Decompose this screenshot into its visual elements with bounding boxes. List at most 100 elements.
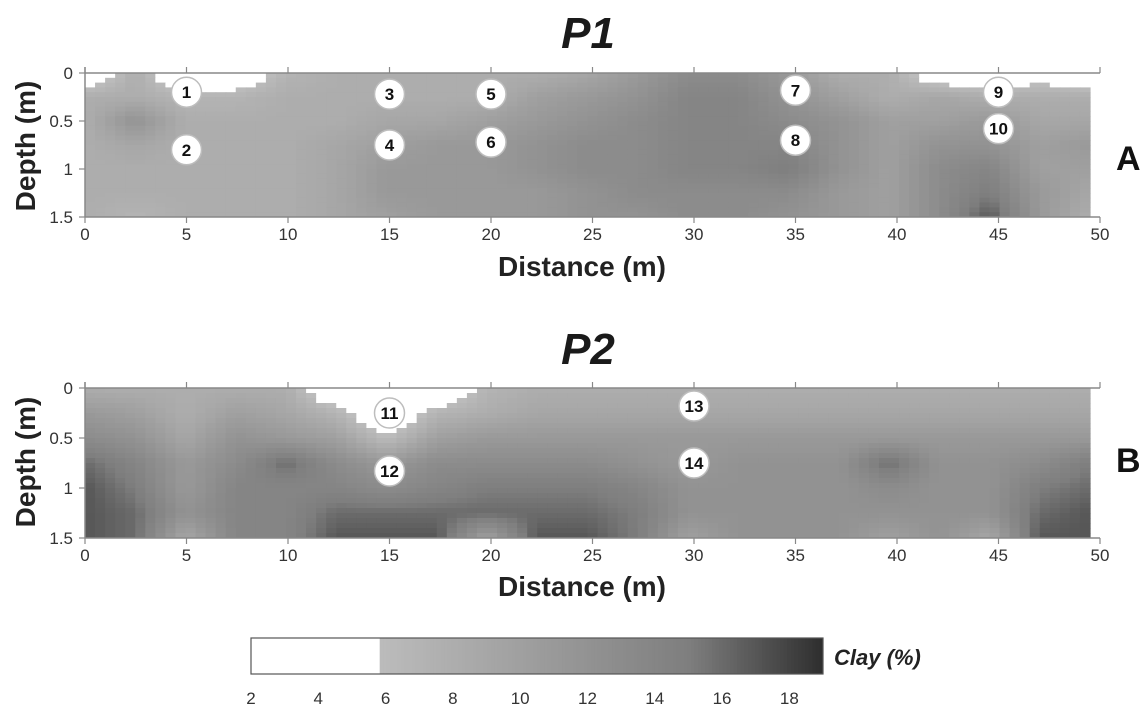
heatmap-cell [627,140,639,146]
heatmap-cell [899,478,910,484]
heatmap-cell [949,202,960,208]
heatmap-cell [617,418,629,424]
heatmap-cell [637,408,649,414]
sample-marker: 4 [373,129,406,161]
heatmap-cell [919,82,930,88]
heatmap-cell [205,473,217,479]
heatmap-cell [959,202,970,208]
heatmap-cell [939,403,950,409]
heatmap-cell [567,188,579,194]
heatmap-cell [708,97,719,103]
heatmap-cell [296,188,307,194]
heatmap-cell [899,92,910,98]
heatmap-cell [115,193,126,199]
heatmap-cell [1079,443,1091,449]
heatmap-cell [738,408,749,414]
heatmap-cell [205,164,217,170]
heatmap-cell [647,169,659,175]
heatmap-cell [567,438,579,444]
heatmap-cell [456,443,468,449]
heatmap-cell [999,418,1011,424]
heatmap-cell [778,207,790,213]
heatmap-cell [899,443,910,449]
heatmap-cell [507,101,518,108]
heatmap-cell [597,418,609,424]
heatmap-cell [919,130,930,136]
heatmap-cell [1039,408,1051,414]
heatmap-cell [868,140,880,146]
heatmap-cell [1079,97,1091,103]
heatmap-cell [677,438,689,444]
heatmap-cell [326,428,337,434]
heatmap-cell [245,164,257,170]
heatmap-cell [396,154,408,160]
heatmap-cell [617,173,629,180]
heatmap-cell [316,121,327,127]
heatmap-cell [909,77,920,84]
heatmap-cell [637,145,649,151]
heatmap-cell [587,403,599,409]
heatmap-cell [587,169,599,175]
heatmap-cell [868,388,880,394]
heatmap-cell [125,212,136,217]
heatmap-cell [255,111,267,117]
heatmap-cell [366,101,378,108]
heatmap-cell [698,121,709,127]
heatmap-cell [306,159,317,165]
heatmap-cell [657,145,669,151]
heatmap-cell [587,448,599,454]
heatmap-cell [1079,388,1091,394]
heatmap-cell [336,193,347,199]
heatmap-cell [1049,468,1061,474]
heatmap-cell [366,453,378,459]
heatmap-cell [919,207,930,213]
heatmap-cell [1049,77,1061,84]
heatmap-cell [698,438,709,444]
heatmap-cell [919,149,930,156]
heatmap-cell [818,164,830,170]
heatmap-cell [125,140,136,146]
heatmap-cell [1079,183,1091,189]
heatmap-cell [1069,125,1081,132]
heatmap-cell [406,92,418,98]
heatmap-cell [667,393,679,399]
heatmap-cell [698,169,709,175]
heatmap-cell [456,418,468,424]
heatmap-cell [316,173,327,180]
heatmap-cell [617,468,629,474]
heatmap-cell [275,463,287,469]
heatmap-cell [617,92,629,98]
heatmap-cell [346,443,357,449]
heatmap-cell [647,87,659,93]
heatmap-cell [758,178,769,184]
heatmap-cell [145,121,156,127]
heatmap-cell [316,140,327,146]
heatmap-cell [617,453,629,459]
heatmap-cell [1059,130,1071,136]
heatmap-cell [949,116,960,122]
heatmap-cell [456,178,468,184]
heatmap-cell [909,87,920,93]
heatmap-cell [1039,423,1051,429]
heatmap-cell [497,183,508,189]
heatmap-cell [999,403,1011,409]
heatmap-cell [959,87,970,93]
heatmap-cell [768,154,780,160]
heatmap-cell [969,478,981,484]
heatmap-cell [507,149,518,156]
heatmap-cell [336,145,347,151]
heatmap-cell [245,453,257,459]
heatmap-cell [808,468,820,474]
heatmap-cell [125,92,136,98]
heatmap-cell [597,398,609,404]
heatmap-cell [85,403,96,409]
heatmap-cell [406,428,418,434]
heatmap-cell [95,418,106,424]
heatmap-cell [708,478,719,484]
heatmap-cell [597,82,609,88]
heatmap-cell [597,183,609,189]
heatmap-cell [1019,87,1031,93]
heatmap-cell [647,111,659,117]
heatmap-cell [326,458,337,464]
